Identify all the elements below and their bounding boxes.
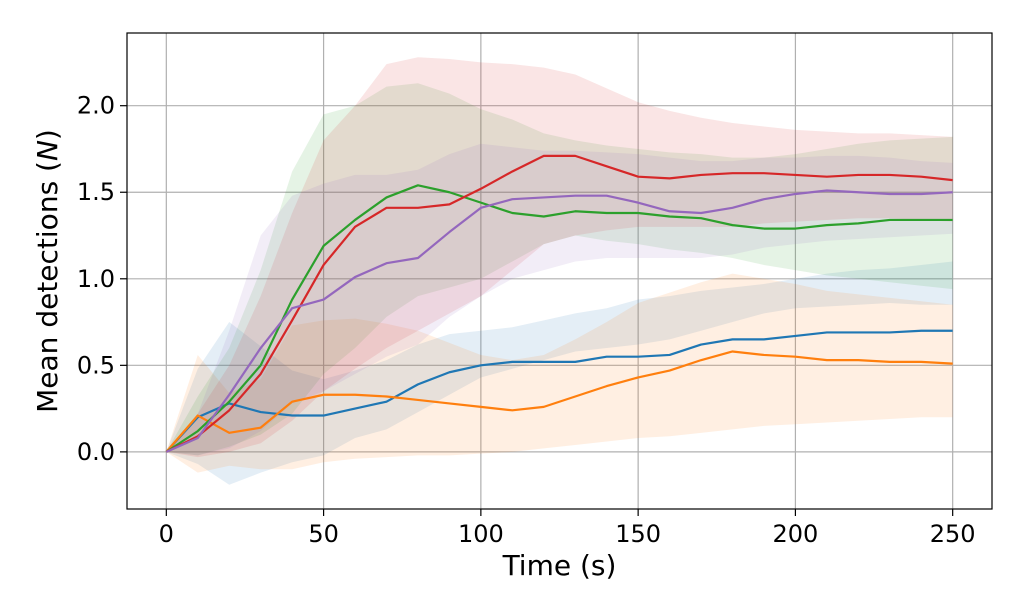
x-tick-label: 100: [458, 520, 504, 548]
series-3-band: [166, 83, 953, 456]
series-2-line: [165, 350, 953, 453]
series-2-band: [166, 273, 953, 473]
series-5-line: [165, 189, 953, 453]
x-tick-label: 0: [159, 520, 174, 548]
x-tick-label: 250: [930, 520, 976, 548]
y-axis-label-suffix: ): [31, 129, 64, 140]
series-4-line: [165, 154, 953, 453]
y-tick-label: 0.5: [77, 351, 115, 379]
x-tick-label: 50: [308, 520, 339, 548]
series-lines: [165, 154, 953, 453]
x-tick-label: 200: [773, 520, 819, 548]
y-axis-label-prefix: Mean detections (: [31, 161, 64, 413]
y-tick-label: 2.0: [77, 92, 115, 120]
y-tick-label: 1.5: [77, 178, 115, 206]
series-4-band: [166, 57, 953, 458]
y-tick-label: 0.0: [77, 438, 115, 466]
x-tick-label: 150: [615, 520, 661, 548]
ticks: 0 50 100 150 200 250 0.0 0.5 1.0 1.5 2.0: [77, 92, 976, 548]
series-1-band: [166, 261, 953, 485]
plot-frame: [126, 32, 993, 510]
series-1-line: [165, 329, 953, 453]
y-axis-label: Mean detections (N): [31, 129, 64, 413]
confidence-bands: [166, 57, 953, 485]
y-axis-label-variable: N: [31, 140, 64, 161]
series-3-line: [165, 184, 953, 453]
x-axis-label: Time (s): [502, 549, 617, 582]
y-tick-label: 1.0: [77, 265, 115, 293]
